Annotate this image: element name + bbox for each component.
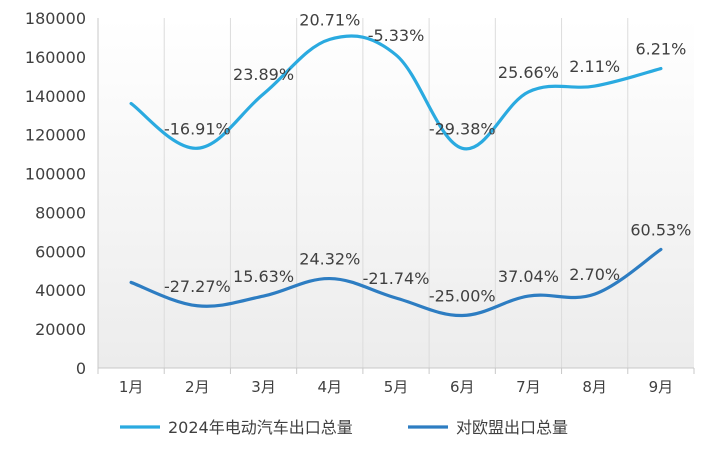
y-tick-label: 180000 <box>25 9 86 28</box>
y-tick-label: 40000 <box>35 281 86 300</box>
x-tick-label: 8月 <box>582 378 607 396</box>
y-tick-label: 80000 <box>35 203 86 222</box>
x-tick-label: 6月 <box>450 378 475 396</box>
data-label: -29.38% <box>429 119 496 138</box>
data-labels: -16.91% 23.89% 20.71% -5.33% -29.38% 25.66% 2.… <box>164 10 691 305</box>
data-label: -21.74% <box>363 269 430 288</box>
y-tick-label: 100000 <box>25 165 86 184</box>
plot-area <box>98 18 694 368</box>
series-line-0 <box>129 34 663 151</box>
legend-label: 对欧盟出口总量 <box>456 418 568 437</box>
data-label: -27.27% <box>164 277 231 296</box>
legend-label: 2024年电动汽车出口总量 <box>168 418 353 437</box>
y-tick-label: 60000 <box>35 242 86 261</box>
data-label: 23.89% <box>233 65 294 84</box>
data-label: 25.66% <box>498 63 559 82</box>
data-label: 2.11% <box>569 57 620 76</box>
y-tick-label: 20000 <box>35 320 86 339</box>
legend: 2024年电动汽车出口总量 对欧盟出口总量 <box>120 418 568 437</box>
y-axis: 0 20000 40000 60000 80000 100000 120000 140000 1… <box>25 9 99 378</box>
data-label: 37.04% <box>498 267 559 286</box>
data-label: 2.70% <box>569 265 620 284</box>
data-label: -16.91% <box>164 119 231 138</box>
y-tick-label: 120000 <box>25 126 86 145</box>
data-label: 6.21% <box>635 40 686 59</box>
x-tick-label: 5月 <box>384 378 409 396</box>
x-tick-label: 4月 <box>318 378 343 396</box>
y-tick-label: 160000 <box>25 48 86 67</box>
x-tick-label: 2月 <box>185 378 210 396</box>
x-tick-label: 1月 <box>119 378 144 396</box>
x-tick-label: 3月 <box>251 378 276 396</box>
series-lines <box>129 34 663 318</box>
x-tick-label: 7月 <box>516 378 541 396</box>
data-label: 60.53% <box>630 220 691 239</box>
data-label: 20.71% <box>299 10 360 29</box>
gridlines <box>163 18 629 368</box>
data-label: -25.00% <box>429 287 496 306</box>
x-tick-label: 9月 <box>649 378 674 396</box>
series-line-1 <box>129 247 663 318</box>
y-tick-label: 140000 <box>25 87 86 106</box>
y-tick-label: 0 <box>76 359 86 378</box>
data-label: -5.33% <box>368 26 425 45</box>
data-label: 24.32% <box>299 250 360 269</box>
x-axis: 1月 2月 3月 4月 5月 6月 7月 8月 9月 <box>97 367 695 396</box>
data-label: 15.63% <box>233 267 294 286</box>
